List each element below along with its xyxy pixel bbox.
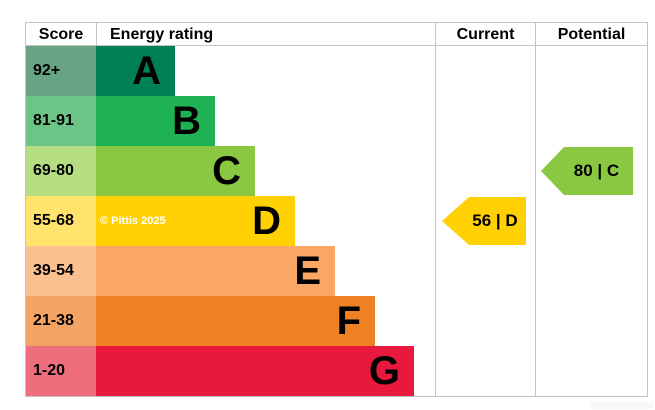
epc-row-b: 81-91 B (26, 96, 435, 146)
epc-row-g: 1-20 G (26, 346, 435, 396)
copyright-watermark: © Pittis 2025 (100, 215, 166, 227)
score-range-cell: 1-20 (26, 346, 96, 396)
epc-row-d: 55-68 D (26, 196, 435, 246)
score-range-cell: 81-91 (26, 96, 96, 146)
current-header: Current (456, 26, 515, 43)
energy-rating-header: Energy rating (110, 26, 214, 43)
band-bar-b: B (96, 96, 215, 146)
potential-column-divider (535, 23, 536, 396)
potential-rating-arrow: 80 | C (541, 147, 633, 195)
epc-row-a: 92+ A (26, 46, 435, 96)
band-bar-f: F (96, 296, 375, 346)
epc-row-e: 39-54 E (26, 246, 435, 296)
band-bar-d: D (96, 196, 295, 246)
score-range-cell: 21-38 (26, 296, 96, 346)
potential-header: Potential (557, 26, 626, 43)
epc-table: Score Energy rating Current Potential 92… (25, 22, 648, 397)
score-range-cell: 92+ (26, 46, 96, 96)
score-range-cell: 39-54 (26, 246, 96, 296)
band-bar-c: C (96, 146, 255, 196)
band-bar-g: G (96, 346, 414, 396)
score-range-cell: 69-80 (26, 146, 96, 196)
score-range-cell: 55-68 (26, 196, 96, 246)
band-bar-e: E (96, 246, 335, 296)
illegible-watermark (591, 402, 653, 409)
epc-row-f: 21-38 F (26, 296, 435, 346)
epc-row-c: 69-80 C (26, 146, 435, 196)
current-rating-arrow: 56 | D (442, 197, 526, 245)
score-column-divider (96, 23, 97, 45)
score-header: Score (38, 26, 84, 43)
current-column-divider (435, 23, 436, 396)
header-divider-line (26, 45, 647, 46)
band-bar-a: A (96, 46, 175, 96)
